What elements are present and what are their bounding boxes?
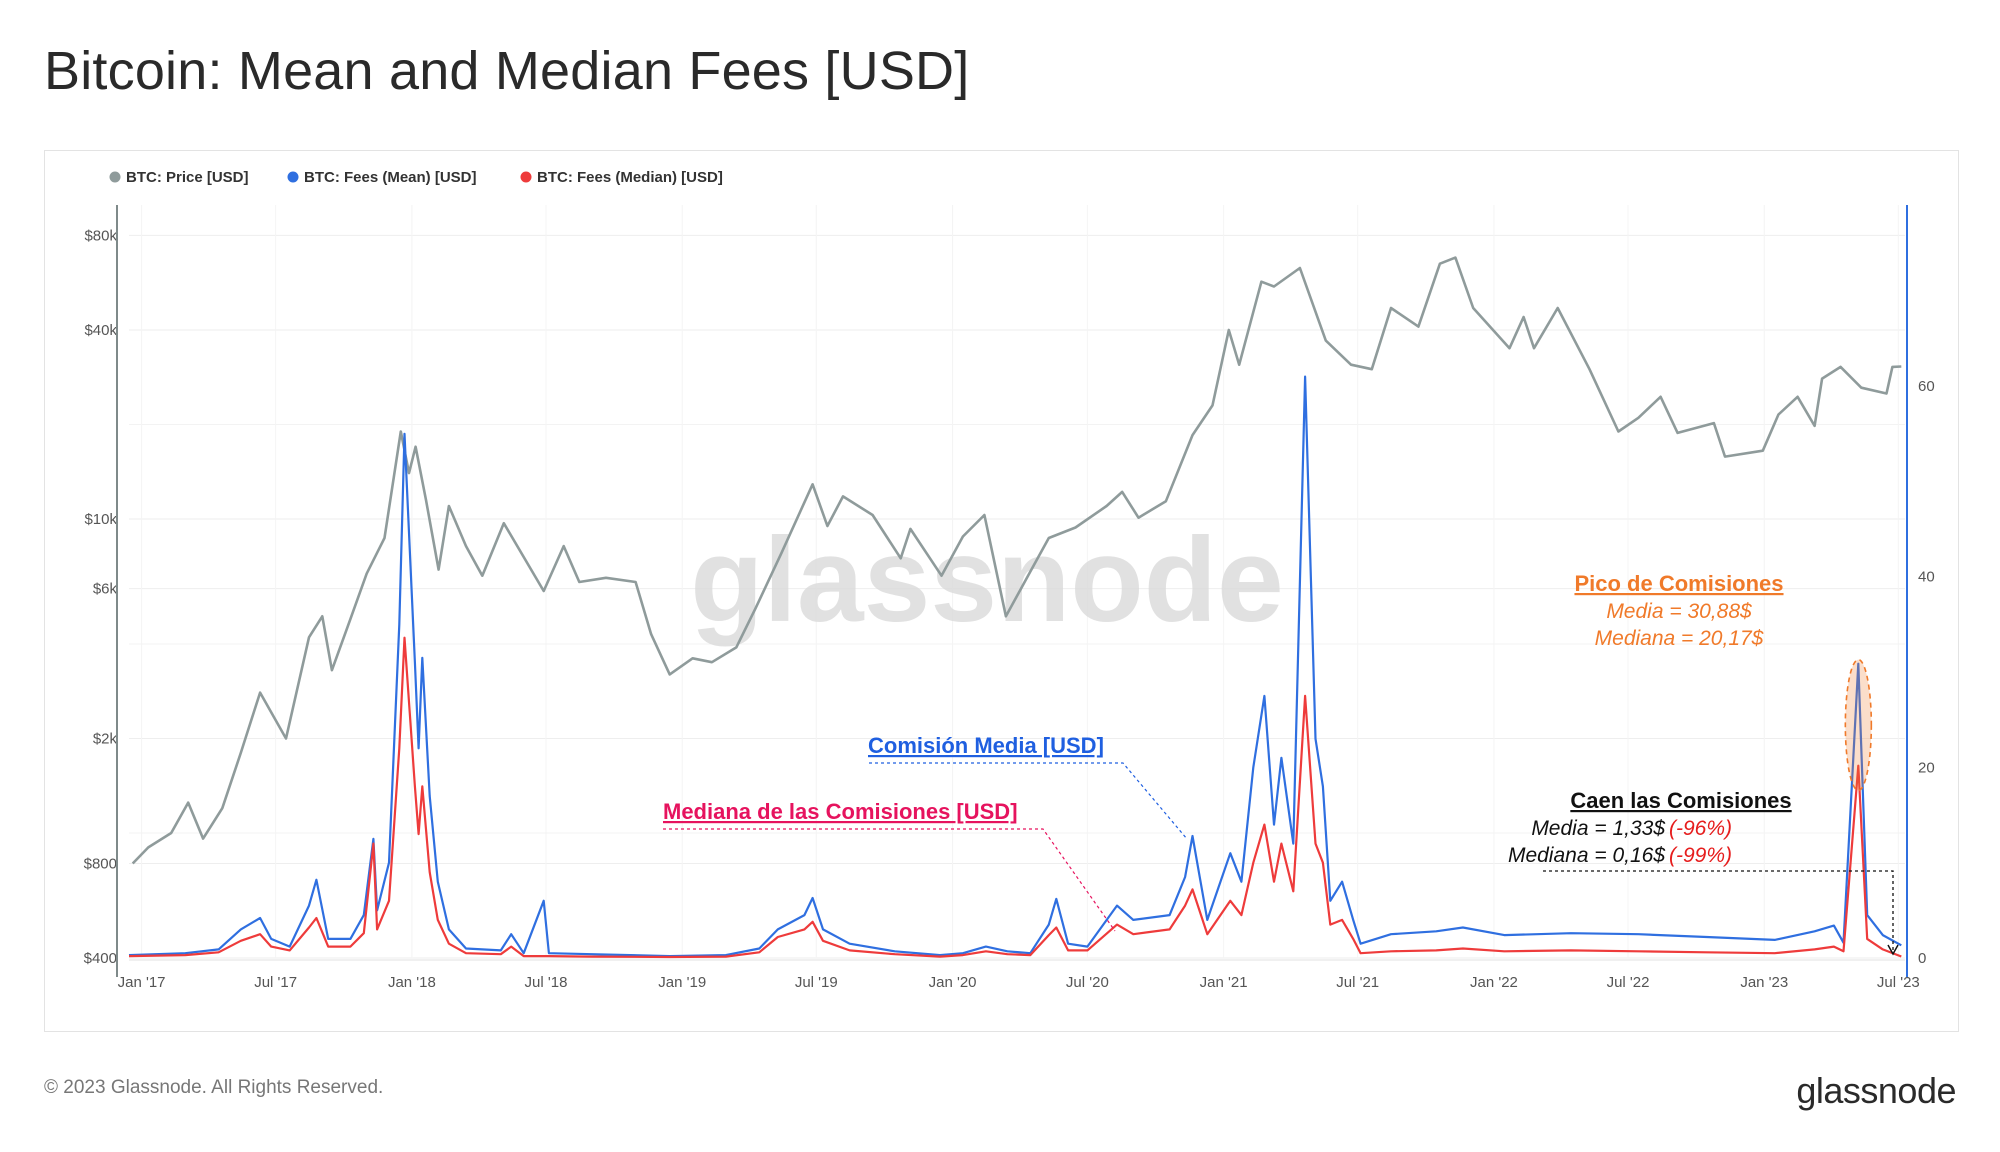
x-tick-label: Jan '23 [1740, 974, 1788, 991]
chart-panel: $80k $40k $10k $6k $2k $800 $400 60 40 20 0 Jan '17… [44, 150, 1959, 1032]
x-tick-label: Jan '17 [118, 974, 166, 991]
y-right-tick-label: 0 [1918, 950, 1926, 967]
legend-label: BTC: Price [USD] [126, 169, 249, 186]
peak-title: Pico de Comisiones [1574, 571, 1783, 596]
x-tick-label: Jul '19 [795, 974, 838, 991]
y-left-tick-label: $80k [84, 227, 117, 244]
x-tick-label: Jul '20 [1066, 974, 1109, 991]
glassnode-logo: glassnode [1796, 1070, 1956, 1111]
x-tick-label: Jan '21 [1200, 974, 1248, 991]
y-left-tick-label: $10k [84, 511, 117, 528]
drop-mean-pct: (-96%) [1669, 817, 1732, 840]
x-tick-label: Jul '23 [1877, 974, 1920, 991]
legend-marker [109, 171, 121, 183]
peak-highlight-ellipse [1844, 658, 1873, 792]
mean-fee-line [128, 375, 1902, 958]
x-tick-label: Jan '18 [388, 974, 436, 991]
y-left-tick-label: $2k [93, 731, 118, 748]
y-right-tick-label: 40 [1918, 569, 1935, 586]
y-right-tick-label: 60 [1918, 378, 1935, 395]
drop-median-pct: (-99%) [1669, 844, 1732, 867]
peak-mean-text: Media = 30,88$ [1606, 600, 1752, 623]
median-fee-leader [663, 828, 1116, 932]
y-right-tick-label: 20 [1918, 759, 1935, 776]
mean-fee-leader [869, 762, 1188, 840]
x-tick-label: Jan '19 [658, 974, 706, 991]
legend-marker [520, 171, 532, 183]
copyright-footer: © 2023 Glassnode. All Rights Reserved. [44, 1077, 384, 1098]
x-tick-label: Jul '21 [1336, 974, 1379, 991]
fees-chart: $80k $40k $10k $6k $2k $800 $400 60 40 20 0 Jan '17… [84, 169, 1935, 991]
x-tick-label: Jan '22 [1470, 974, 1518, 991]
drop-leader [1543, 870, 1894, 951]
legend-marker [287, 171, 299, 183]
x-tick-label: Jul '22 [1607, 974, 1650, 991]
x-tick-label: Jul '18 [525, 974, 568, 991]
x-tick-label: Jan '20 [929, 974, 977, 991]
y-left-tick-label: $400 [84, 950, 117, 967]
legend-label: BTC: Fees (Mean) [USD] [304, 169, 477, 186]
median-fee-line [128, 636, 1902, 959]
y-left-tick-label: $6k [93, 581, 118, 598]
median-fee-annotation: Mediana de las Comisiones [USD] [663, 799, 1018, 824]
y-left-tick-label: $800 [84, 855, 117, 872]
drop-title: Caen las Comisiones [1570, 788, 1791, 813]
y-left-tick-label: $40k [84, 322, 117, 339]
price-line [131, 256, 1902, 865]
drop-arrow-icon [1887, 944, 1899, 956]
peak-median-text: Mediana = 20,17$ [1595, 627, 1764, 650]
legend-label: BTC: Fees (Median) [USD] [537, 169, 723, 186]
drop-mean-text: Media = 1,33$ [1531, 817, 1665, 840]
drop-median-text: Mediana = 0,16$ [1508, 844, 1665, 867]
mean-fee-annotation: Comisión Media [USD] [868, 733, 1104, 758]
x-tick-label: Jul '17 [254, 974, 297, 991]
page-title: Bitcoin: Mean and Median Fees [USD] [44, 41, 970, 101]
